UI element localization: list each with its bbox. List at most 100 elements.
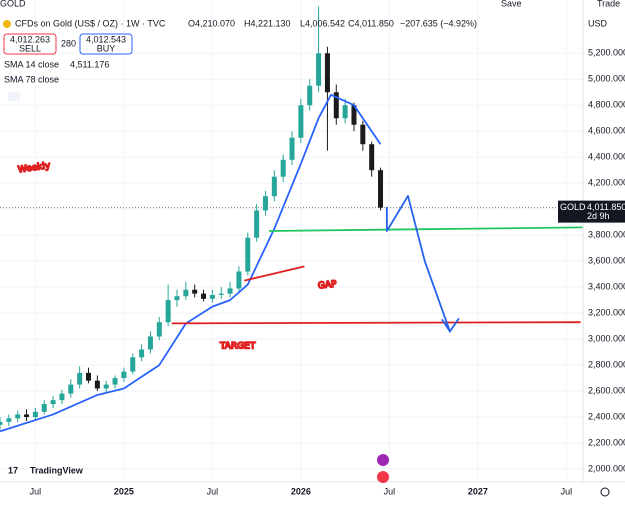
candle-body: [360, 124, 366, 145]
candle-body: [85, 372, 91, 381]
candle-body: [227, 288, 233, 294]
ohlc-close: C4,011.850: [348, 18, 394, 28]
ohlc-low: L4,006.542: [300, 18, 345, 28]
price-tag: [558, 200, 625, 223]
candle-body: [307, 85, 313, 106]
candle-body: [324, 53, 330, 93]
candle-body: [209, 294, 215, 299]
candle-body: [24, 414, 30, 418]
buy-label: BUY: [97, 43, 116, 53]
y-tick-label: 4,400.000: [588, 152, 625, 162]
sma14-label: SMA 14 close: [4, 59, 59, 69]
sell-price: 4,012.263: [10, 34, 50, 44]
sma-line: [0, 93, 382, 433]
candle-body: [183, 289, 189, 297]
drawing: [171, 321, 581, 325]
buy-button[interactable]: [79, 33, 133, 55]
candle-body: [50, 400, 56, 405]
x-tick-label: Jul: [561, 486, 573, 496]
sell-label: SELL: [19, 43, 41, 53]
x-tick-label: Jul: [384, 486, 396, 496]
candle-body: [77, 372, 83, 385]
trade-button[interactable]: Trade: [597, 0, 620, 8]
y-tick-label: 3,400.000: [588, 281, 625, 291]
x-tick-label: 2025: [114, 486, 134, 496]
event-icon[interactable]: [377, 454, 389, 466]
candle-body: [351, 105, 357, 125]
candle-body: [369, 144, 375, 171]
y-tick-label: 4,600.000: [588, 126, 625, 136]
price-tag-symbol: GOLD: [560, 202, 586, 212]
x-tick-label: 2027: [468, 486, 488, 496]
x-tick-label: Jul: [207, 486, 219, 496]
y-tick-label: 3,200.000: [588, 307, 625, 317]
candle-body: [156, 322, 162, 337]
candle-body: [15, 414, 21, 419]
candle-body: [218, 293, 224, 295]
candle-body: [94, 380, 100, 389]
buy-price: 4,012.543: [86, 34, 126, 44]
candle-body: [236, 271, 242, 289]
candle-body: [0, 421, 3, 425]
plot: [0, 0, 584, 482]
candle-body: [59, 393, 65, 401]
candle-body: [112, 378, 118, 385]
price-tag-price: 4,011.850: [587, 202, 625, 212]
ohlc-high: H4,221.130: [244, 18, 291, 28]
candle-body: [130, 357, 136, 372]
symbol-icon: [3, 20, 11, 28]
candle-body: [378, 170, 384, 208]
candle-body: [174, 296, 180, 301]
spread: 280: [61, 38, 76, 48]
candle-body: [68, 384, 74, 394]
arrow-head: [441, 317, 460, 334]
candle-body: [262, 196, 268, 211]
settings-button[interactable]: [600, 487, 610, 497]
title: CFDs on Gold (US$ / OZ) · 1W · TVC: [15, 18, 166, 28]
candle-body: [316, 53, 322, 86]
candle-body: [201, 293, 207, 299]
event-icon[interactable]: [377, 471, 389, 483]
brand: TradingView: [30, 465, 84, 475]
candle-body: [280, 159, 286, 177]
collapse-button[interactable]: [8, 92, 20, 101]
y-tick-label: 3,000.000: [588, 333, 625, 343]
candle-body: [165, 300, 171, 323]
candle-body: [289, 137, 295, 160]
candle-body: [298, 105, 304, 138]
y-tick-label: 5,000.000: [588, 74, 625, 84]
price-tag-time: 2d 9h: [587, 211, 610, 221]
candle-body: [342, 105, 348, 119]
y-tick-label: 4,200.000: [588, 178, 625, 188]
save-button[interactable]: Save: [501, 0, 522, 8]
y-tick-label: 2,200.000: [588, 437, 625, 447]
x-tick-label: Jul: [30, 486, 42, 496]
y-tick-label: 4,800.000: [588, 100, 625, 110]
y-tick-label: 5,200.000: [588, 48, 625, 58]
y-tick-label: 2,400.000: [588, 411, 625, 421]
y-tick-label: 2,600.000: [588, 385, 625, 395]
x-tick-label: 2026: [291, 486, 311, 496]
candle-body: [147, 336, 153, 350]
currency: USD: [588, 18, 608, 28]
y-tick-label: 3,800.000: [588, 230, 625, 240]
drawing: [385, 195, 451, 332]
candle-body: [333, 92, 339, 119]
sma78-label: SMA 78 close: [4, 74, 59, 84]
candle-body: [192, 289, 198, 294]
y-tick-label: 3,600.000: [588, 256, 625, 266]
symbol: GOLD: [0, 0, 26, 8]
candle-body: [254, 210, 260, 238]
y-tick-label: 2,800.000: [588, 359, 625, 369]
candle-body: [41, 404, 47, 412]
annotation: TARGET: [219, 342, 256, 352]
annotation: GAP: [318, 280, 338, 292]
sell-button[interactable]: [3, 33, 57, 55]
sma14-value: 4,511.176: [70, 59, 109, 69]
drawing: [269, 226, 584, 232]
candle-body: [139, 349, 145, 358]
candle-body: [271, 176, 277, 197]
